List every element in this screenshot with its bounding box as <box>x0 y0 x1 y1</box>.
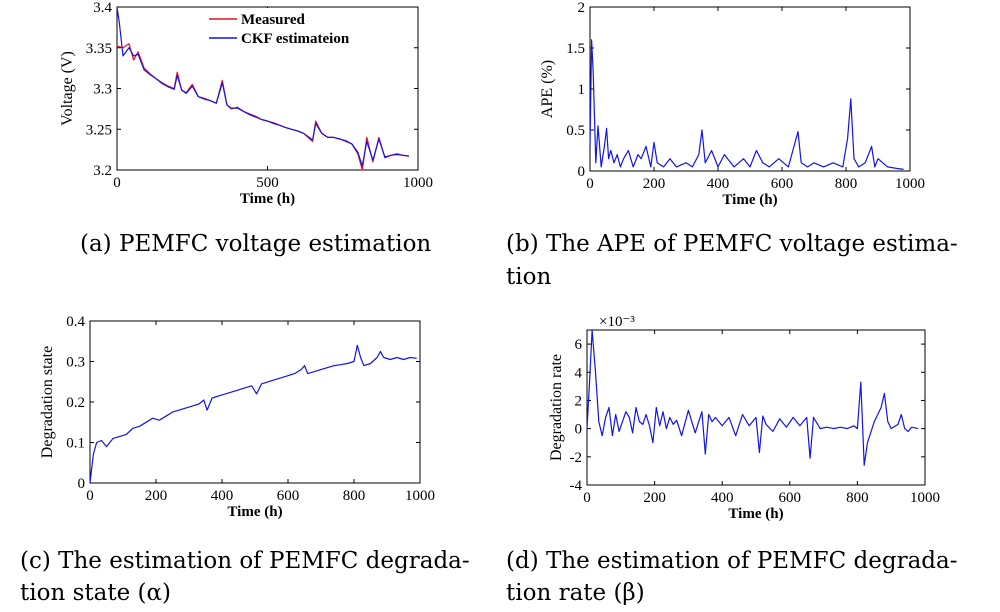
x-tick-label: 1000 <box>403 175 433 191</box>
x-tick-label: 600 <box>779 490 802 506</box>
y-axis-label: APE (%) <box>539 60 556 118</box>
y-tick-label: 3.35 <box>86 41 112 57</box>
y-tick-label: 3.4 <box>93 0 112 16</box>
x-tick-label: 200 <box>643 490 666 506</box>
legend-label: CKF estimateion <box>241 31 350 47</box>
x-tick-label: 400 <box>711 490 734 506</box>
y-axis-label: Voltage (V) <box>59 51 76 126</box>
x-tick-label: 400 <box>211 488 234 504</box>
y-tick-label: 0 <box>78 476 86 492</box>
x-tick-label: 600 <box>771 176 794 192</box>
x-tick-label: 200 <box>145 488 168 504</box>
caption-c-line1: (c) The estimation of PEMFC degrada- <box>20 548 470 574</box>
axes-box <box>586 329 926 486</box>
x-axis-label: Time (h) <box>240 191 295 207</box>
caption-b-line2: tion <box>506 264 552 290</box>
y-tick-label: 3.2 <box>93 163 112 179</box>
y-tick-label: 0.1 <box>66 436 85 452</box>
x-tick-label: 800 <box>835 176 858 192</box>
caption-d-line1: (d) The estimation of PEMFC degrada- <box>506 548 958 574</box>
x-tick-label: 0 <box>583 490 591 506</box>
axes-box <box>589 6 911 172</box>
y-tick-label: 0.2 <box>66 395 85 411</box>
degradation-state-plot: 0 200 400 600 800 1000 0 0.1 0.2 0.3 0.4 Time (h) De… <box>39 314 435 520</box>
y-tick-label: 3.3 <box>93 82 112 98</box>
voltage-estimation-plot: 0 500 1000 3.2 3.25 3.3 3.35 3.4 Time (h) Voltage… <box>59 0 433 207</box>
y-tick-label: 0 <box>578 164 586 180</box>
x-tick-label: 200 <box>643 176 666 192</box>
x-tick-label: 0 <box>86 488 94 504</box>
caption-a: (a) PEMFC voltage estimation <box>80 231 432 257</box>
x-tick-label: 1000 <box>405 488 435 504</box>
series-line-0 <box>586 329 919 466</box>
x-tick-label: 500 <box>256 175 279 191</box>
x-tick-label: 800 <box>343 488 366 504</box>
y-tick-label: 1 <box>578 82 586 98</box>
caption-d-line2: tion rate (β) <box>506 580 645 606</box>
x-axis-label: Time (h) <box>728 506 783 522</box>
x-tick-label: 0 <box>586 176 594 192</box>
legend-box <box>205 8 410 50</box>
series-line-0 <box>589 39 904 170</box>
series-line-ckf-estimateion <box>116 6 410 167</box>
x-tick-label: 1000 <box>895 176 925 192</box>
y-axis-label: Degradation rate <box>548 354 565 461</box>
degradation-rate-plot: 0 200 400 600 800 1000 -4 -2 0 2 4 6 Time (h) Degrada… <box>548 314 940 522</box>
y-axis-label: Degradation state <box>39 346 56 458</box>
y-tick-label: 0.3 <box>66 355 85 371</box>
y-tick-label: 3.25 <box>86 122 112 138</box>
y-tick-label: 2 <box>578 0 586 16</box>
y-tick-label: 4 <box>575 365 583 381</box>
y-tick-label: -2 <box>570 450 583 466</box>
y-tick-label: 2 <box>575 393 583 409</box>
y-tick-label: -4 <box>570 478 583 494</box>
series-line-0 <box>89 344 417 484</box>
y-tick-label: 0 <box>575 422 583 438</box>
caption-b-line1: (b) The APE of PEMFC voltage estima- <box>506 231 958 257</box>
ape-plot: 0 200 400 600 800 1000 0 0.5 1 1.5 2 Time (h) APE (%… <box>539 0 925 208</box>
x-axis-label: Time (h) <box>227 504 282 520</box>
axes-box <box>89 320 421 484</box>
x-tick-label: 0 <box>113 175 121 191</box>
x-tick-label: 600 <box>277 488 300 504</box>
x-tick-label: 1000 <box>910 490 940 506</box>
caption-c-line2: tion state (α) <box>20 580 171 606</box>
y-scale-multiplier: ×10⁻³ <box>599 314 635 330</box>
y-tick-label: 6 <box>575 337 583 353</box>
legend-label: Measured <box>241 12 306 28</box>
x-axis-label: Time (h) <box>722 192 777 208</box>
x-tick-label: 400 <box>707 176 730 192</box>
y-tick-label: 0.5 <box>566 123 585 139</box>
x-tick-label: 800 <box>846 490 869 506</box>
y-tick-label: 1.5 <box>566 41 585 57</box>
y-tick-label: 0.4 <box>66 314 85 330</box>
